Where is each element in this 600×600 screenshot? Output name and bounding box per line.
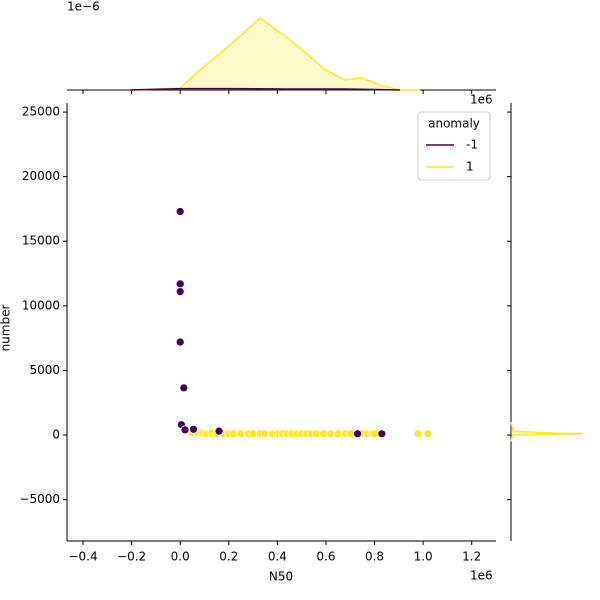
x-tick-label: 0.8 <box>365 550 384 564</box>
top-offset-label: 1e−6 <box>67 0 100 14</box>
point <box>175 207 185 216</box>
kde-line <box>510 421 583 442</box>
point <box>189 424 198 434</box>
point <box>175 337 185 347</box>
x-tick-label: 0.2 <box>219 550 238 564</box>
point <box>345 429 355 439</box>
point <box>179 383 189 393</box>
x-tick-label: 1.2 <box>462 550 481 564</box>
y-tick-label: −5000 <box>19 492 60 506</box>
point <box>413 429 423 439</box>
legend-label: -1 <box>466 138 478 152</box>
y-tick-label: 5000 <box>29 363 60 377</box>
x-offset-label-top: 1e6 <box>470 93 493 107</box>
point <box>229 429 238 439</box>
legend-label: 1 <box>466 160 474 174</box>
point <box>236 429 246 439</box>
point <box>377 429 387 439</box>
x-tick-label: 1.0 <box>414 550 433 564</box>
point <box>175 287 185 296</box>
point <box>248 429 258 439</box>
y-tick-label: 15000 <box>22 234 60 248</box>
kde-area <box>130 18 421 90</box>
point <box>333 429 343 439</box>
point <box>326 429 336 439</box>
x-tick-label: −0.4 <box>68 550 97 564</box>
x-tick-label: 0.4 <box>268 550 287 564</box>
legend-title: anomaly <box>428 117 480 131</box>
point <box>423 429 433 439</box>
x-tick-label: 0.6 <box>316 550 335 564</box>
x-tick-label: −0.2 <box>117 550 146 564</box>
y-axis-label: number <box>0 305 13 352</box>
x-axis-label: N50 <box>269 570 293 584</box>
y-tick-label: 25000 <box>22 105 60 119</box>
y-tick-label: 10000 <box>22 298 60 312</box>
x-offset-label: 1e6 <box>470 569 493 583</box>
point <box>260 429 270 439</box>
point <box>214 426 224 436</box>
legend-box <box>417 111 491 181</box>
point <box>319 429 328 439</box>
x-tick-label: 0.0 <box>171 550 190 564</box>
point <box>180 425 190 435</box>
point <box>175 279 185 289</box>
point <box>370 429 379 439</box>
y-tick-label: 0 <box>52 428 60 442</box>
point <box>311 429 321 439</box>
y-tick-label: 20000 <box>22 169 60 183</box>
point <box>353 429 362 439</box>
kde-line <box>130 17 421 91</box>
kde-line <box>130 87 401 91</box>
